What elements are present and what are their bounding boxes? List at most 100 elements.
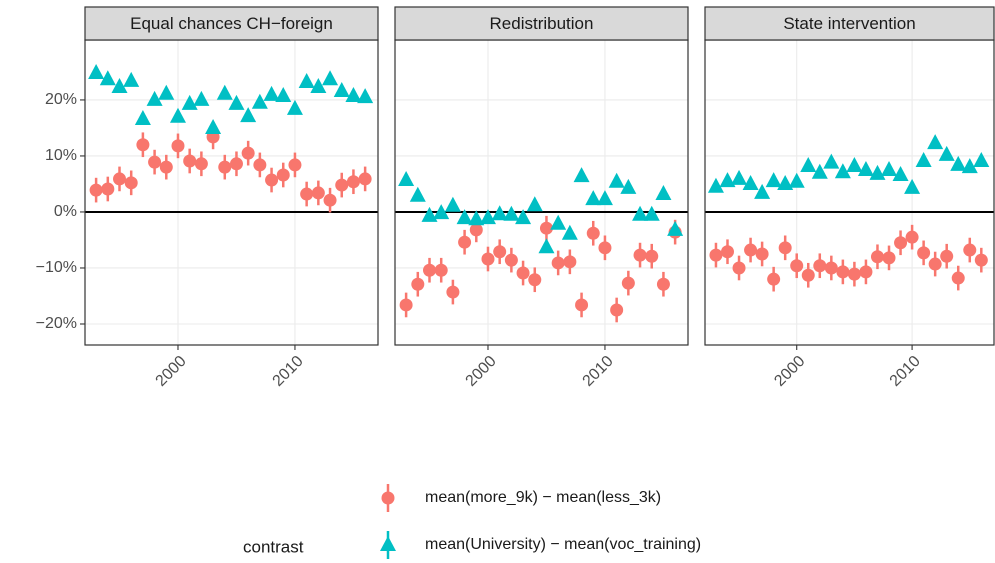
point xyxy=(904,178,921,194)
y-tick-label: −10% xyxy=(36,259,77,276)
point xyxy=(423,263,437,277)
point xyxy=(755,247,769,261)
point xyxy=(444,196,461,212)
strip-label: Redistribution xyxy=(490,14,594,33)
point xyxy=(479,209,496,225)
point xyxy=(263,85,280,101)
point xyxy=(790,259,804,273)
point xyxy=(421,206,438,222)
x-tick-label: 2000 xyxy=(463,353,500,390)
point xyxy=(88,64,105,80)
point xyxy=(754,183,771,199)
y-tick-label: 20% xyxy=(45,91,77,108)
x-tick-label: 2010 xyxy=(270,353,307,390)
point xyxy=(169,107,186,123)
x-tick-label: 2010 xyxy=(580,353,617,390)
point xyxy=(940,249,954,263)
point xyxy=(240,107,257,123)
point xyxy=(870,250,884,264)
point xyxy=(288,158,302,172)
point xyxy=(504,253,518,267)
point xyxy=(322,70,339,86)
point xyxy=(847,267,861,281)
point xyxy=(398,171,415,187)
point xyxy=(813,259,827,273)
point xyxy=(917,246,931,260)
point xyxy=(656,277,670,291)
point xyxy=(892,165,909,181)
point xyxy=(928,257,942,271)
point xyxy=(411,277,425,291)
point xyxy=(961,158,978,174)
strip xyxy=(394,6,689,41)
point xyxy=(159,160,173,174)
point xyxy=(539,221,553,235)
point xyxy=(801,268,815,282)
point xyxy=(228,94,245,110)
point xyxy=(99,70,116,86)
panel-background xyxy=(395,40,688,345)
y-tick-label: 10% xyxy=(45,147,77,164)
point xyxy=(481,252,495,266)
point xyxy=(719,172,736,188)
point xyxy=(598,241,612,255)
point xyxy=(516,266,530,280)
point xyxy=(113,172,127,186)
point xyxy=(335,178,349,192)
point xyxy=(586,226,600,240)
x-tick-label: 2000 xyxy=(153,353,190,390)
point xyxy=(491,205,508,221)
point xyxy=(633,248,647,262)
point xyxy=(183,154,197,168)
point xyxy=(859,265,873,279)
point xyxy=(744,243,758,257)
legend-key xyxy=(380,536,396,551)
point xyxy=(915,151,932,167)
point xyxy=(643,205,660,221)
point xyxy=(526,196,543,212)
strip xyxy=(84,6,379,41)
point xyxy=(358,172,372,186)
point xyxy=(434,263,448,277)
point xyxy=(811,163,828,179)
point xyxy=(573,167,590,183)
panel-background xyxy=(705,40,994,345)
point xyxy=(134,109,151,125)
point xyxy=(515,209,532,225)
point xyxy=(882,251,896,265)
point xyxy=(720,245,734,259)
point xyxy=(333,81,350,97)
point xyxy=(528,273,542,287)
point xyxy=(732,261,746,275)
point xyxy=(446,285,460,299)
y-tick-label: −20% xyxy=(36,315,77,332)
y-tick-label: 0% xyxy=(54,203,77,220)
strip-label: State intervention xyxy=(783,14,915,33)
point xyxy=(869,164,886,180)
point xyxy=(241,146,255,160)
strip-label: Equal chances CH−foreign xyxy=(130,14,333,33)
point xyxy=(767,272,781,286)
point xyxy=(823,153,840,169)
point xyxy=(146,90,163,106)
x-tick-label: 2010 xyxy=(887,353,924,390)
point xyxy=(846,157,863,173)
point xyxy=(777,174,794,190)
point xyxy=(585,190,602,206)
point xyxy=(276,168,290,182)
point xyxy=(834,163,851,179)
point xyxy=(345,87,362,103)
point xyxy=(963,243,977,257)
point xyxy=(216,84,233,100)
point xyxy=(253,158,267,172)
point xyxy=(171,139,185,153)
point xyxy=(89,183,103,197)
point xyxy=(409,186,426,202)
point xyxy=(561,224,578,240)
strip xyxy=(704,6,995,41)
point xyxy=(951,271,965,285)
point xyxy=(938,145,955,161)
point xyxy=(399,298,413,312)
point xyxy=(346,175,360,189)
